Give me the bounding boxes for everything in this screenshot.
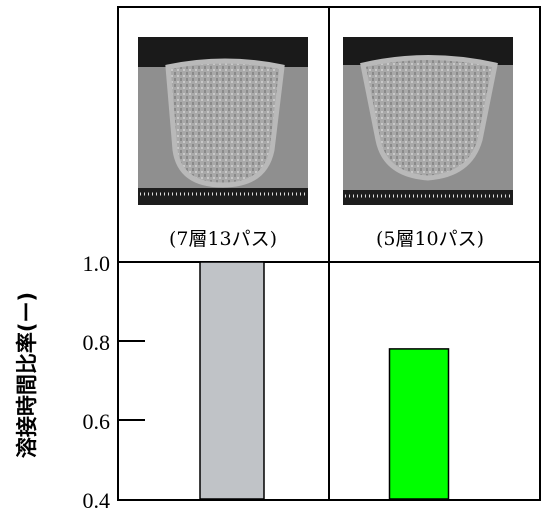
y-axis-label: 溶接時間比率(ー) [15, 292, 39, 458]
chart: 溶接時間比率(ー) 0.4 0.6 0.8 1.0 (7層13パス) (5層10パス) [0, 0, 547, 513]
y-tick-label: 0.4 [83, 488, 111, 513]
micrograph [343, 37, 513, 205]
bar [390, 349, 449, 499]
x-tick-label: (7層13パス) [169, 228, 277, 250]
y-tick-label: 0.8 [83, 330, 111, 355]
bar [200, 262, 264, 499]
y-tick-label: 1.0 [83, 251, 111, 276]
micrograph [138, 37, 308, 205]
y-tick-label: 0.6 [83, 409, 111, 434]
x-tick-label: (5層10パス) [376, 228, 484, 250]
